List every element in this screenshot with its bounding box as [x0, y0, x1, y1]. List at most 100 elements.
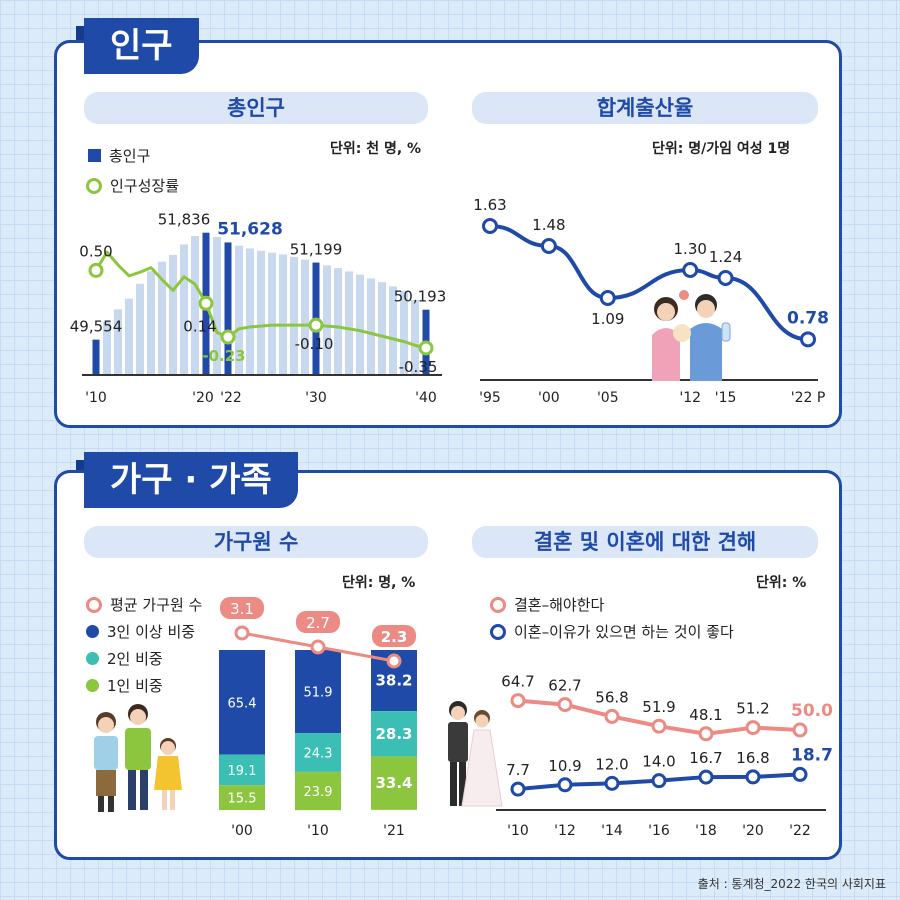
population-bar	[257, 250, 265, 375]
x-tick-label: '20	[192, 390, 214, 406]
segment-label: 65.4	[228, 696, 257, 711]
marriage-label: 50.0	[791, 701, 833, 721]
divorce-label: 16.7	[689, 749, 722, 767]
population-bar	[323, 265, 331, 375]
legend-line-label: 인구성장률	[110, 177, 180, 195]
fertility-label: 0.78	[787, 308, 829, 328]
marriage-label: 56.8	[595, 688, 628, 706]
divorce-point	[698, 769, 714, 785]
growth-label: 0.14	[183, 317, 216, 335]
divorce-point	[604, 775, 620, 791]
growth-label: -0.10	[295, 335, 334, 353]
legend-three-plus: 3인 이상 비중	[86, 621, 195, 642]
growth-point	[418, 340, 434, 356]
segment-label: 19.1	[228, 764, 257, 779]
stacked-bar-segment	[371, 756, 417, 810]
divorce-label: 16.8	[736, 749, 769, 767]
legend-avg-size: 평균 가구원 수	[86, 594, 202, 615]
population-bar	[147, 271, 155, 375]
legend-two-swatch	[86, 652, 99, 665]
x-tick-label: '10	[307, 823, 329, 839]
fertility-title: 합계출산율	[472, 92, 818, 124]
x-tick-label: '14	[601, 823, 623, 839]
x-tick-label: '12	[679, 390, 701, 406]
divorce-point	[651, 773, 667, 789]
stacked-bar-segment	[371, 711, 417, 757]
population-bar	[345, 271, 353, 375]
marriage-point	[510, 693, 526, 709]
x-tick-label: '30	[305, 390, 327, 406]
x-tick-label: '10	[507, 823, 529, 839]
segment-label: 23.9	[304, 785, 333, 800]
fertility-point	[599, 290, 616, 306]
segment-label: 51.9	[304, 686, 333, 701]
x-tick-label: '22	[789, 823, 811, 839]
fertility-chart: 1.63 1.48 1.09 1.30 1.24 0.78 '95 '00 '05 '12 '15 '…	[473, 196, 829, 406]
x-tick-label: '22 P	[791, 390, 826, 406]
x-tick-label: '10	[85, 390, 107, 406]
fertility-label: 1.30	[674, 240, 707, 258]
population-label: 51,628	[217, 219, 283, 239]
population-bar	[191, 236, 199, 375]
marriage-title: 결혼 및 이혼에 대한 견해	[472, 526, 818, 558]
population-bar	[125, 298, 133, 375]
growth-point	[88, 262, 104, 278]
legend-total-pop: 총인구	[88, 145, 150, 166]
legend-divorce-swatch	[490, 623, 506, 640]
legend-one-swatch	[86, 679, 99, 692]
fertility-unit: 단위: 명/가임 여성 1명	[652, 141, 791, 157]
x-tick-label: '20	[742, 823, 764, 839]
stacked-bar-segment	[219, 785, 265, 810]
stacked-bar-segment	[295, 733, 341, 772]
legend-marriage: 결혼–해야한다	[490, 594, 604, 615]
legend-avg-label: 평균 가구원 수	[110, 596, 203, 614]
legend-marriage-label: 결혼–해야한다	[514, 596, 605, 614]
population-bar	[180, 244, 188, 375]
marriage-view-chart: 64.7 62.7 56.8 51.9 48.1 51.2 50.0 7.7 10.9 12.0 1…	[496, 673, 833, 839]
population-label: 51,836	[158, 211, 211, 229]
household-family-illustration	[94, 704, 182, 812]
legend-one: 1인 비중	[86, 675, 163, 696]
population-bar	[367, 278, 375, 375]
stacked-bar-segment	[219, 754, 265, 786]
population-label: 49,554	[70, 318, 123, 336]
population-bar	[411, 300, 419, 375]
divorce-label: 12.0	[595, 755, 628, 773]
population-bar	[378, 282, 386, 375]
divorce-label: 7.7	[506, 761, 530, 779]
x-tick-label: '15	[715, 390, 737, 406]
marriage-label: 48.1	[689, 706, 722, 724]
legend-bar-swatch	[88, 149, 101, 162]
marriage-point	[745, 720, 761, 736]
marriage-point	[557, 697, 573, 713]
growth-rate-line	[94, 250, 427, 350]
highlight-bar	[224, 242, 232, 375]
legend-one-label: 1인 비중	[107, 677, 163, 695]
divorce-point	[792, 766, 808, 782]
legend-marriage-swatch	[490, 596, 506, 613]
growth-label: -0.35	[399, 358, 438, 376]
divorce-point	[745, 769, 761, 785]
fertility-point	[482, 218, 498, 234]
average-size-point	[386, 653, 402, 669]
divorce-label: 10.9	[548, 757, 581, 775]
total-pop-unit: 단위: 천 명, %	[330, 141, 422, 157]
average-size-label: 3.1	[230, 600, 254, 618]
fertility-point	[682, 262, 699, 278]
population-bar	[301, 259, 309, 375]
population-bar	[246, 248, 254, 375]
population-bar	[158, 261, 166, 375]
x-tick-label: '95	[479, 390, 501, 406]
highlight-bar	[92, 339, 100, 375]
marriage-label: 51.2	[736, 700, 769, 718]
marriage-point	[698, 726, 714, 742]
segment-label: 28.3	[375, 725, 412, 743]
fertility-label: 1.63	[473, 196, 506, 214]
growth-label: 0.50	[79, 242, 112, 260]
population-bar	[103, 321, 111, 375]
fertility-label: 1.48	[532, 216, 565, 234]
marriage-point	[604, 708, 620, 724]
average-size-bubble	[220, 597, 264, 619]
divorce-label: 18.7	[791, 745, 833, 765]
marriage-label: 51.9	[642, 698, 675, 716]
